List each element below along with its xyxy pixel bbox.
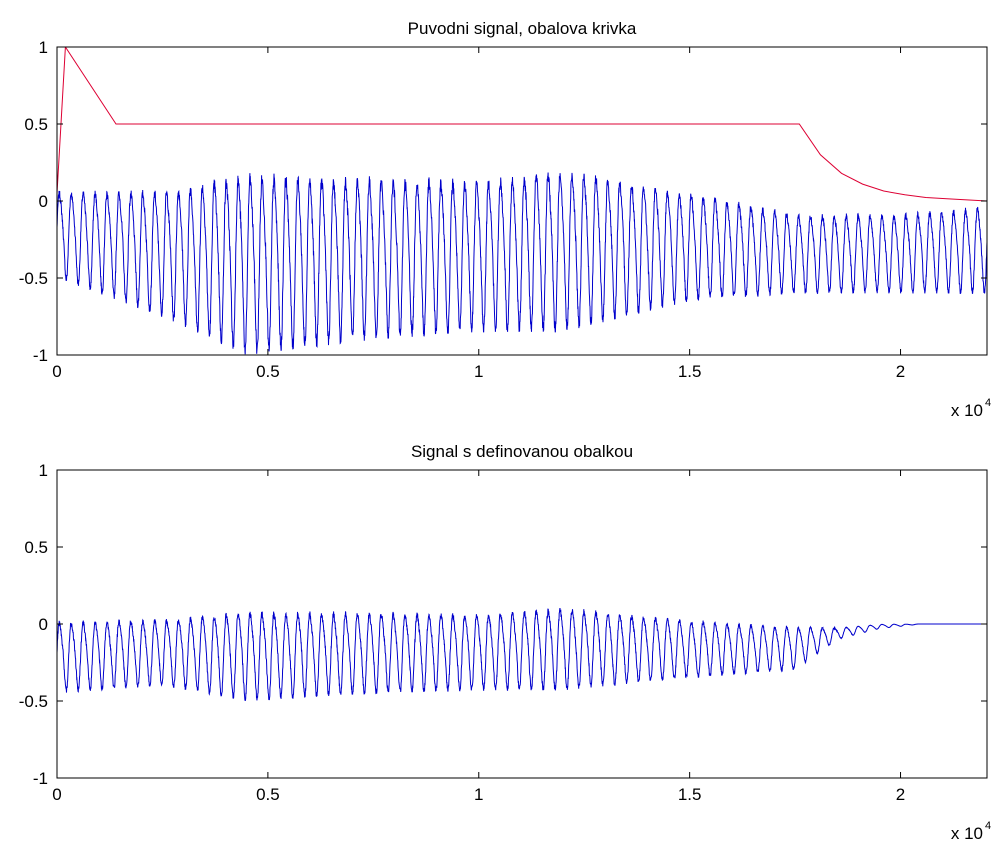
y-tick-label: -0.5	[19, 692, 48, 711]
x-tick-label: 0.5	[256, 785, 280, 804]
chart-title: Signal s definovanou obalkou	[411, 442, 633, 461]
y-tick-label: 0	[39, 615, 48, 634]
y-tick-label: 0.5	[24, 538, 48, 557]
y-tick-label: -1	[33, 346, 48, 365]
x-multiplier-exponent: 4	[985, 397, 991, 409]
x-tick-label: 2	[896, 362, 905, 381]
y-tick-label: 0.5	[24, 115, 48, 134]
y-tick-label: -0.5	[19, 269, 48, 288]
x-multiplier-label: x 10	[951, 824, 983, 843]
x-tick-label: 1.5	[678, 362, 702, 381]
x-tick-label: 2	[896, 785, 905, 804]
x-multiplier-exponent: 4	[985, 820, 991, 832]
x-tick-label: 1	[474, 362, 483, 381]
x-multiplier-label: x 10	[951, 401, 983, 420]
axes-frame	[56, 469, 988, 779]
x-tick-label: 1.5	[678, 785, 702, 804]
x-tick-label: 0	[52, 785, 61, 804]
y-tick-label: 0	[39, 192, 48, 211]
plot-area	[57, 607, 987, 701]
axes-bottom: Signal s definovanou obalkou 0 0.5 1 1.5 2 -1 -…	[19, 442, 991, 843]
y-tick-label: -1	[33, 769, 48, 788]
axes-top: Puvodni signal, obalova krivka 0 0.5 1 1.5 2 -…	[19, 19, 991, 420]
x-tick-label: 0.5	[256, 362, 280, 381]
y-tick-label: 1	[39, 38, 48, 57]
signal-line	[57, 607, 987, 701]
signal-line	[57, 172, 987, 355]
y-tick-label: 1	[39, 461, 48, 480]
x-tick-label: 0	[52, 362, 61, 381]
plot-area	[57, 47, 987, 355]
envelope-line	[57, 47, 987, 202]
x-tick-label: 1	[474, 785, 483, 804]
chart-title: Puvodni signal, obalova krivka	[408, 19, 637, 38]
